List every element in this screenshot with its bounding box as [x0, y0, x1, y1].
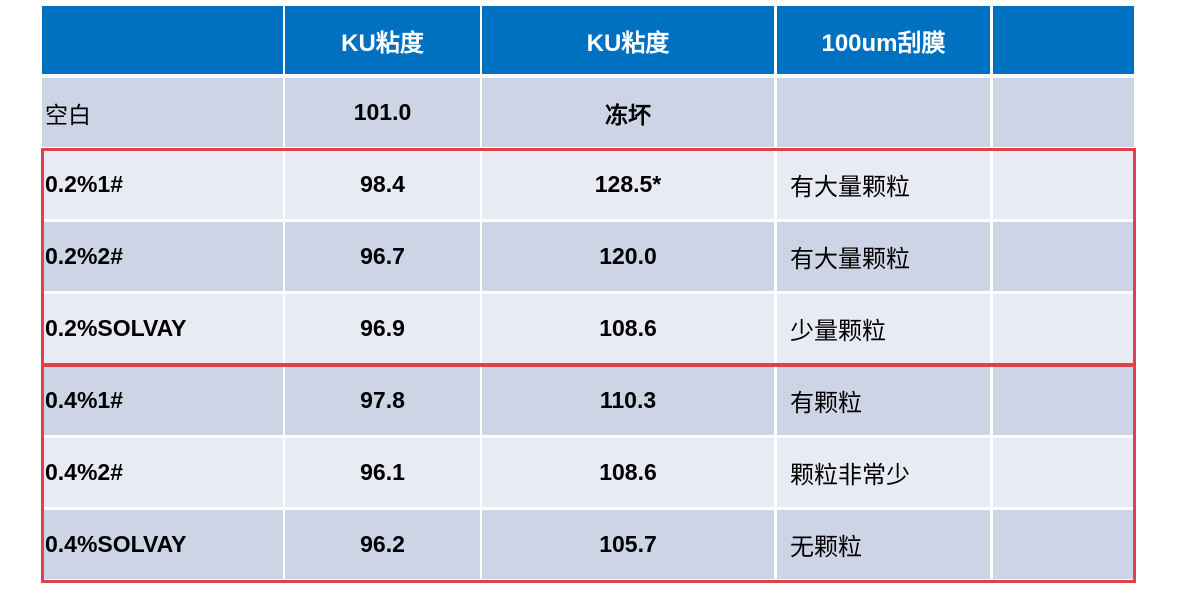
value-cell: 110.3 [482, 366, 774, 435]
empty-cell [993, 150, 1134, 219]
value-cell: 96.1 [285, 438, 480, 507]
empty-cell [993, 294, 1134, 363]
header-cell: KU粘度 [285, 6, 480, 74]
value-cell: 96.7 [285, 222, 480, 291]
row-label: 0.4%2# [42, 438, 283, 507]
film-cell: 无颗粒 [777, 510, 990, 579]
value-cell: 108.6 [482, 294, 774, 363]
value-cell: 冻坏 [482, 78, 774, 147]
value-cell: 96.9 [285, 294, 480, 363]
film-cell: 有大量颗粒 [777, 150, 990, 219]
film-cell: 颗粒非常少 [777, 438, 990, 507]
row-label: 空白 [42, 78, 283, 147]
row-label: 0.2%SOLVAY [42, 294, 283, 363]
header-cell: 100um刮膜 [777, 6, 990, 74]
empty-cell [993, 222, 1134, 291]
row-label: 0.4%SOLVAY [42, 510, 283, 579]
empty-cell [993, 78, 1134, 147]
empty-cell [993, 366, 1134, 435]
value-cell: 98.4 [285, 150, 480, 219]
empty-cell [993, 510, 1134, 579]
value-cell: 120.0 [482, 222, 774, 291]
value-cell: 105.7 [482, 510, 774, 579]
header-cell: KU粘度 [482, 6, 774, 74]
row-label: 0.2%1# [42, 150, 283, 219]
value-cell: 128.5* [482, 150, 774, 219]
film-cell: 少量颗粒 [777, 294, 990, 363]
row-label: 0.2%2# [42, 222, 283, 291]
header-cell [42, 6, 283, 74]
value-cell: 108.6 [482, 438, 774, 507]
film-cell: 有大量颗粒 [777, 222, 990, 291]
header-cell [993, 6, 1134, 74]
value-cell: 97.8 [285, 366, 480, 435]
film-cell: 有颗粒 [777, 366, 990, 435]
value-cell: 101.0 [285, 78, 480, 147]
value-cell: 96.2 [285, 510, 480, 579]
empty-cell [993, 438, 1134, 507]
film-cell [777, 78, 990, 147]
row-label: 0.4%1# [42, 366, 283, 435]
